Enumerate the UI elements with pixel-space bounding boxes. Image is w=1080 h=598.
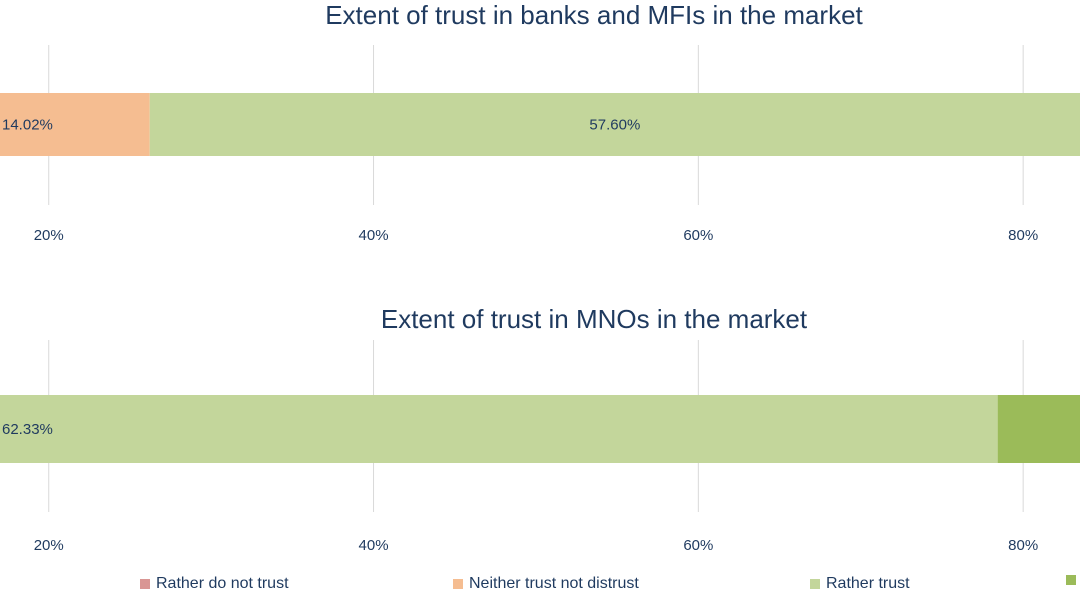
legend-item-rather-trust: Rather trust bbox=[810, 575, 910, 593]
chart-title: Extent of trust in MNOs in the market bbox=[381, 304, 808, 334]
legend-swatch bbox=[810, 579, 820, 589]
x-tick-label: 40% bbox=[359, 537, 389, 554]
data-label: 62.33% bbox=[2, 421, 53, 438]
chart-title: Extent of trust in banks and MFIs in the… bbox=[325, 0, 863, 30]
legend-swatch bbox=[1066, 575, 1076, 585]
legend-item-neither-trust-not-distrust: Neither trust not distrust bbox=[453, 575, 639, 593]
bar-segment-fully-trust bbox=[997, 395, 1080, 463]
legend-swatch bbox=[453, 579, 463, 589]
bar-segment-rather-trust bbox=[149, 93, 1080, 156]
x-tick-label: 80% bbox=[1008, 227, 1038, 244]
x-tick-label: 20% bbox=[34, 537, 64, 554]
legend-label: Neither trust not distrust bbox=[469, 575, 639, 592]
legend-item-rather-do-not-trust: Rather do not trust bbox=[140, 575, 289, 593]
legend-item-fully-trust bbox=[1066, 575, 1080, 585]
legend-swatch bbox=[140, 579, 150, 589]
data-label: 14.02% bbox=[2, 117, 53, 134]
x-tick-label: 40% bbox=[359, 227, 389, 244]
data-label: 57.60% bbox=[589, 117, 640, 134]
chart-panel-mnos: Extent of trust in MNOs in the market 62… bbox=[0, 304, 1080, 554]
legend-label: Rather trust bbox=[826, 575, 910, 592]
x-tick-label: 20% bbox=[34, 227, 64, 244]
bar-segment-neither-trust-not-distrust bbox=[0, 93, 150, 156]
x-tick-label: 60% bbox=[683, 537, 713, 554]
x-tick-label: 60% bbox=[683, 227, 713, 244]
chart-legend: Rather do not trust Neither trust not di… bbox=[0, 575, 1080, 597]
x-tick-label: 80% bbox=[1008, 537, 1038, 554]
chart-panel-banks-mfis: Extent of trust in banks and MFIs in the… bbox=[0, 0, 1080, 244]
legend-label: Rather do not trust bbox=[156, 575, 289, 592]
bar-segment-rather-trust bbox=[0, 395, 998, 463]
